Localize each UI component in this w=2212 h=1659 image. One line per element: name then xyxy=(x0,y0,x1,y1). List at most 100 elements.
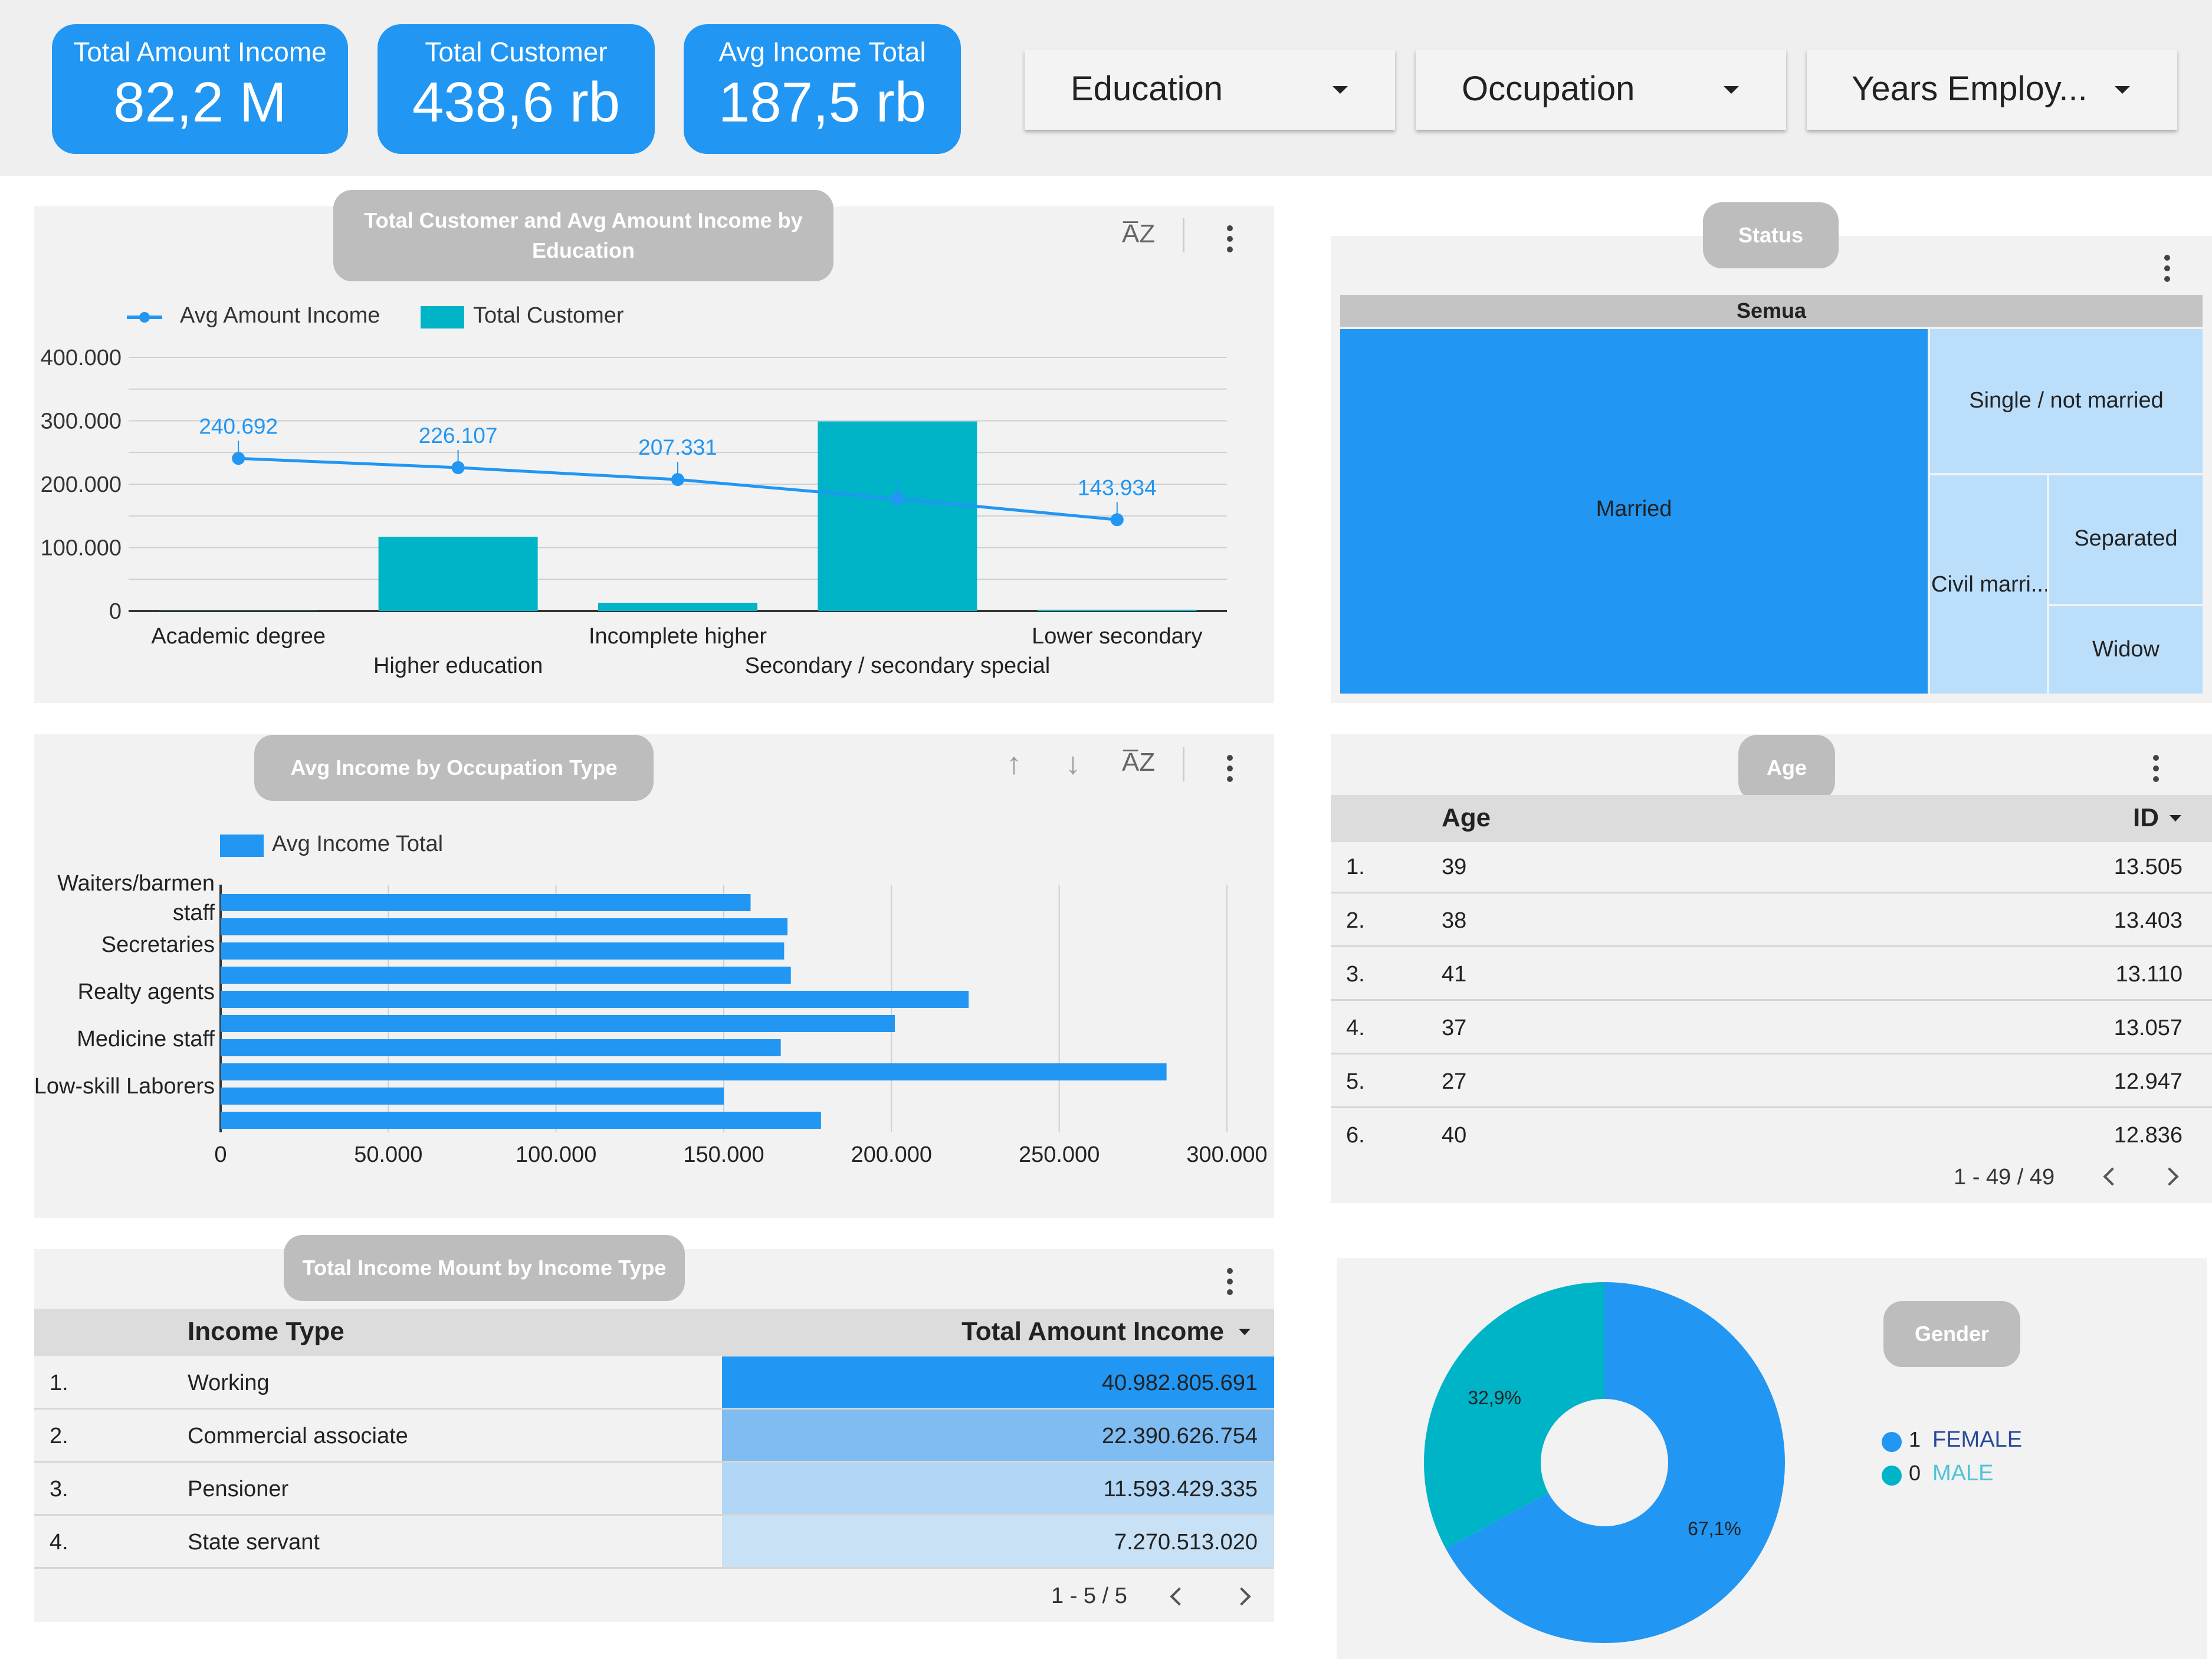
gender-donut-chart: 67,1% 32,9% xyxy=(1424,1282,1785,1643)
value-heat-cell xyxy=(722,1410,1274,1461)
table-row[interactable]: 2. Commercial associate 22.390.626.754 xyxy=(34,1410,1274,1463)
total-amount-cell: 40.982.805.691 xyxy=(1101,1371,1258,1395)
row-number: 3. xyxy=(50,1477,68,1502)
y-tick-label: Waiters/barmen xyxy=(57,871,215,896)
id-cell: 13.403 xyxy=(2113,908,2183,933)
table-row[interactable]: 6. 40 12.836 xyxy=(1331,1109,2212,1162)
table-row[interactable]: 4. 37 13.057 xyxy=(1331,1001,2212,1054)
table-row[interactable]: 1. Working 40.982.805.691 xyxy=(34,1356,1274,1410)
status-title: Status xyxy=(1703,202,1839,268)
bar-avg-income xyxy=(221,967,791,984)
table-row[interactable]: 5. 27 12.947 xyxy=(1331,1055,2212,1108)
y-tick-label: staff xyxy=(173,901,215,925)
bar-avg-income xyxy=(221,1112,821,1129)
value-heat-cell xyxy=(722,1463,1274,1514)
line-point xyxy=(451,461,465,474)
y-tick-label: 300.000 xyxy=(41,409,122,434)
income-table-pager: 1 - 5 / 5 xyxy=(1051,1584,1127,1608)
column-header-id[interactable]: ID xyxy=(2133,803,2159,832)
x-tick-label: 0 xyxy=(214,1142,227,1167)
sort-ascending-icon[interactable]: ↑ xyxy=(1006,747,1022,781)
value-heat-cell xyxy=(722,1356,1274,1408)
treemap-cell-widow[interactable]: Widow xyxy=(2049,606,2203,694)
income-type-cell: State servant xyxy=(188,1530,320,1555)
more-options-icon[interactable] xyxy=(2164,255,2170,287)
age-table-header: Age ID xyxy=(1331,795,2212,842)
line-point xyxy=(671,473,684,487)
age-cell: 41 xyxy=(1442,962,1467,987)
y-tick-label: 0 xyxy=(109,599,122,624)
more-options-icon[interactable] xyxy=(1227,755,1233,787)
gender-title: Gender xyxy=(1883,1301,2020,1367)
bar-avg-income xyxy=(221,918,788,935)
x-tick-label: 150.000 xyxy=(683,1142,764,1167)
bar-avg-income xyxy=(221,991,969,1008)
column-header-age[interactable]: Age xyxy=(1442,803,1491,832)
id-cell: 13.505 xyxy=(2113,855,2183,879)
occupation-chart-title: Avg Income by Occupation Type xyxy=(254,735,654,801)
id-cell: 12.947 xyxy=(2113,1069,2183,1094)
treemap-cell-civil-marriage[interactable]: Civil marri... xyxy=(1930,475,2047,694)
table-row[interactable]: 2. 38 13.403 xyxy=(1331,894,2212,947)
more-options-icon[interactable] xyxy=(1227,225,1233,257)
more-options-icon[interactable] xyxy=(2153,755,2159,787)
treemap-cell-separated[interactable]: Separated xyxy=(2049,475,2203,604)
education-chart-title: Total Customer and Avg Amount Income by … xyxy=(333,190,833,281)
toolbar-divider xyxy=(1183,218,1184,252)
bar-avg-income xyxy=(221,1039,781,1056)
education-filter-dropdown[interactable]: Education xyxy=(1025,50,1395,130)
row-number: 4. xyxy=(1346,1016,1365,1040)
total-amount-cell: 11.593.429.335 xyxy=(1103,1477,1258,1502)
x-tick-label: Incomplete higher xyxy=(589,624,767,649)
income-table-header: Income Type Total Amount Income xyxy=(34,1309,1274,1356)
kpi-label: Avg Income Total xyxy=(718,37,926,67)
bar-total-customer xyxy=(818,421,977,611)
column-header-total-amount-income[interactable]: Total Amount Income xyxy=(961,1317,1224,1346)
row-number: 6. xyxy=(1346,1123,1365,1148)
dropdown-label: Education xyxy=(1071,70,1223,108)
more-options-icon[interactable] xyxy=(1227,1268,1233,1300)
column-header-income-type[interactable]: Income Type xyxy=(188,1317,344,1346)
x-tick-label: Higher education xyxy=(373,653,543,678)
treemap-cell-label: Civil marri... xyxy=(1931,572,2047,597)
bar-total-customer xyxy=(1037,609,1197,611)
row-number: 4. xyxy=(50,1530,68,1555)
treemap-cell-single[interactable]: Single / not married xyxy=(1930,329,2203,473)
bar-avg-income xyxy=(221,1015,895,1032)
income-type-cell: Working xyxy=(188,1371,270,1395)
y-tick-label: Low-skill Laborers xyxy=(34,1074,215,1099)
table-row[interactable]: 3. Pensioner 11.593.429.335 xyxy=(34,1463,1274,1516)
bar-avg-income xyxy=(221,942,785,960)
row-number: 2. xyxy=(50,1424,68,1448)
sort-desc-icon[interactable] xyxy=(1239,1329,1251,1335)
age-cell: 27 xyxy=(1442,1069,1467,1094)
kpi-total-amount-income: Total Amount Income 82,2 M xyxy=(52,24,348,154)
x-tick-label: Lower secondary xyxy=(1032,624,1202,649)
donut-slice xyxy=(1424,1282,1604,1549)
sort-az-icon[interactable]: A̅Z xyxy=(1122,748,1156,777)
sort-descending-icon[interactable]: ↓ xyxy=(1065,747,1081,781)
sort-desc-icon[interactable] xyxy=(2170,815,2181,822)
legend-label: MALE xyxy=(1932,1461,1994,1486)
kpi-value: 82,2 M xyxy=(113,71,287,134)
table-row[interactable]: 4. State servant 7.270.513.020 xyxy=(34,1516,1274,1569)
id-cell: 13.110 xyxy=(2115,962,2183,987)
table-row[interactable]: 3. 41 13.110 xyxy=(1331,948,2212,1001)
bar-avg-income xyxy=(221,1088,724,1105)
kpi-total-customer: Total Customer 438,6 rb xyxy=(378,24,655,154)
treemap-cell-label: Married xyxy=(1596,497,1672,521)
row-number: 2. xyxy=(1346,908,1365,933)
table-row[interactable]: 1. 39 13.505 xyxy=(1331,840,2212,893)
treemap-cell-label: Widow xyxy=(2092,637,2160,662)
years-employed-filter-dropdown[interactable]: Years Employ... xyxy=(1807,50,2177,130)
occupation-filter-dropdown[interactable]: Occupation xyxy=(1416,50,1786,130)
row-number: 1. xyxy=(1346,855,1365,879)
x-tick-label: 100.000 xyxy=(516,1142,596,1167)
value-heat-cell xyxy=(722,1516,1274,1567)
sort-az-icon[interactable]: A̅Z xyxy=(1122,219,1156,248)
income-type-cell: Commercial associate xyxy=(188,1424,408,1448)
x-tick-label: 250.000 xyxy=(1019,1142,1100,1167)
treemap-cell-married[interactable]: Married xyxy=(1340,329,1928,694)
donut-slice xyxy=(1445,1282,1785,1643)
id-cell: 12.836 xyxy=(2113,1123,2183,1148)
